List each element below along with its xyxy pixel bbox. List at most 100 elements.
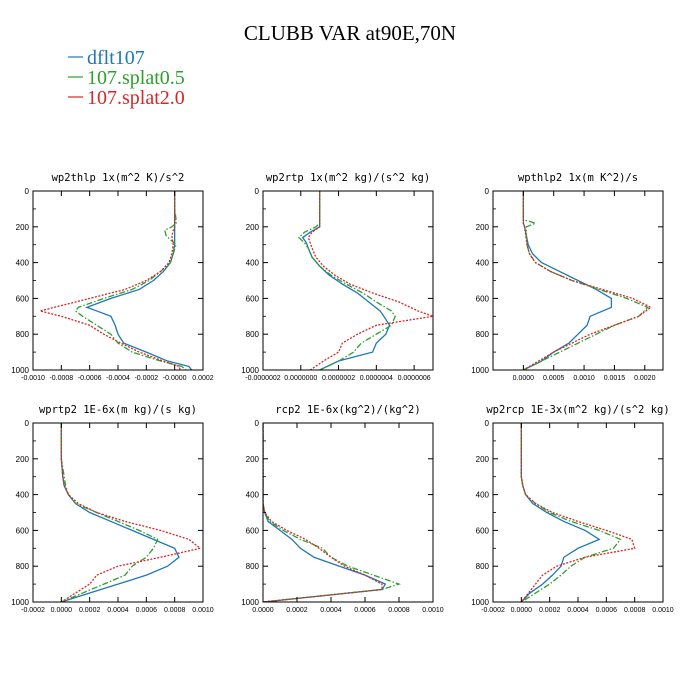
x-tick-label: 0.0006 bbox=[136, 607, 158, 614]
x-tick-label: -0.0004 bbox=[106, 375, 130, 382]
x-tick-label: 0.0020 bbox=[634, 375, 656, 382]
y-tick-label: 1000 bbox=[241, 598, 259, 607]
y-tick-label: 200 bbox=[246, 455, 260, 464]
x-tick-label: -0.0000 bbox=[163, 375, 187, 382]
y-tick-label: 800 bbox=[476, 562, 490, 571]
panel-title: wpthlp2 1x(m K^2)/s bbox=[518, 172, 638, 184]
y-tick-label: 0 bbox=[485, 419, 490, 428]
y-tick-label: 0 bbox=[255, 419, 260, 428]
x-tick-label: 0.0000000 bbox=[284, 375, 317, 382]
series-line-dflt107 bbox=[301, 191, 391, 370]
series-line-107.splat0.5 bbox=[263, 423, 402, 602]
series-line-107.splat0.5 bbox=[60, 423, 159, 602]
y-tick-label: 200 bbox=[476, 223, 490, 232]
x-tick-label: 0.0002 bbox=[79, 607, 101, 614]
y-tick-label: 800 bbox=[476, 330, 490, 339]
y-tick-label: 800 bbox=[16, 330, 30, 339]
x-tick-label: -0.0008 bbox=[49, 375, 73, 382]
y-tick-label: 200 bbox=[16, 455, 30, 464]
y-tick-label: 400 bbox=[476, 491, 490, 500]
y-tick-label: 0 bbox=[25, 419, 30, 428]
panel-title: rcp2 1E-6x(kg^2)/(kg^2) bbox=[275, 404, 420, 416]
panel-4: wprtp2 1E-6x(m kg)/(s kg) 0 200 400 600 800 10… bbox=[11, 404, 214, 614]
x-tick-label: 0.0010 bbox=[573, 375, 595, 382]
x-tick-label: 0.0002 bbox=[192, 375, 214, 382]
y-tick-label: 0 bbox=[25, 187, 30, 196]
y-tick-label: 200 bbox=[16, 223, 30, 232]
y-tick-label: 1000 bbox=[241, 366, 259, 375]
legend-label-splat0.5: 107.splat0.5 bbox=[87, 67, 185, 89]
x-tick-label: 0.0010 bbox=[422, 607, 444, 614]
x-tick-label: 0.0000006 bbox=[398, 375, 431, 382]
y-tick-label: 0 bbox=[485, 187, 490, 196]
x-tick-label: 0.0004 bbox=[320, 607, 342, 614]
x-tick-label: 0.0006 bbox=[354, 607, 376, 614]
y-tick-label: 600 bbox=[16, 294, 30, 303]
series-line-107.splat0.5 bbox=[522, 191, 649, 370]
x-tick-label: 0.0004 bbox=[567, 607, 589, 614]
x-tick-label: 0.0002 bbox=[286, 607, 308, 614]
y-tick-label: 400 bbox=[16, 259, 30, 268]
x-tick-label: 0.0006 bbox=[596, 607, 618, 614]
series-line-107.splat0.5 bbox=[297, 191, 396, 370]
x-tick-label: 0.0015 bbox=[604, 375, 626, 382]
x-tick-label: -0.0002 bbox=[21, 607, 45, 614]
x-tick-label: 0.0000 bbox=[51, 607, 73, 614]
y-tick-label: 200 bbox=[476, 455, 490, 464]
panel-1: wp2thlp 1x(m^2 K)/s^202004006008001000-0… bbox=[11, 172, 214, 382]
panel-5: rcp2 1E-6x(kg^2)/(kg^2) 0 200 400 600 800 1000… bbox=[241, 404, 444, 614]
y-tick-label: 0 bbox=[255, 187, 260, 196]
x-tick-label: 0.0008 bbox=[624, 607, 646, 614]
panel-title: wp2rtp 1x(m^2 kg)/(s^2 kg) bbox=[266, 172, 430, 184]
x-tick-label: -0.0000002 bbox=[245, 375, 281, 382]
x-tick-label: 0.0000002 bbox=[322, 375, 355, 382]
y-tick-label: 200 bbox=[246, 223, 260, 232]
x-tick-label: 0.0000 bbox=[513, 375, 535, 382]
panel-title: wp2rcp 1E-3x(m^2 kg)/(s^2 kg) bbox=[486, 404, 669, 416]
y-tick-label: 800 bbox=[246, 330, 260, 339]
legend-label-splat2.0: 107.splat2.0 bbox=[87, 87, 185, 109]
x-tick-label: -0.0002 bbox=[134, 375, 158, 382]
legend-label-dflt107: dflt107 bbox=[87, 47, 145, 69]
panel-3: wpthlp2 1x(m K^2)/s 0 200 400 600 800 1000 0.00… bbox=[471, 172, 664, 382]
legend: dflt107 107.splat0.5 107.splat2.0 bbox=[68, 47, 185, 109]
x-tick-label: -0.0010 bbox=[21, 375, 45, 382]
y-tick-label: 400 bbox=[476, 259, 490, 268]
x-tick-label: 0.0008 bbox=[388, 607, 410, 614]
y-tick-label: 800 bbox=[16, 562, 30, 571]
y-tick-label: 400 bbox=[246, 259, 260, 268]
y-tick-label: 400 bbox=[16, 491, 30, 500]
y-tick-label: 1000 bbox=[11, 366, 29, 375]
x-tick-label: 0.0008 bbox=[164, 607, 186, 614]
panel-6: wp2rcp 1E-3x(m^2 kg)/(s^2 kg) 0 200 400 600 8… bbox=[471, 404, 674, 614]
x-tick-label: 0.0010 bbox=[652, 607, 674, 614]
panel-title: wprtp2 1E-6x(m kg)/(s kg) bbox=[39, 404, 197, 416]
x-tick-label: 0.0000004 bbox=[360, 375, 393, 382]
x-tick-label: 0.0002 bbox=[539, 607, 561, 614]
series-line-107.splat2.0 bbox=[39, 191, 181, 370]
y-tick-label: 600 bbox=[246, 294, 260, 303]
x-tick-label: 0.0010 bbox=[192, 607, 214, 614]
y-tick-label: 600 bbox=[246, 526, 260, 535]
y-tick-label: 1000 bbox=[11, 598, 29, 607]
series-line-107.splat2.0 bbox=[522, 191, 653, 370]
x-tick-label: -0.0002 bbox=[481, 607, 505, 614]
panel-2: wp2rtp 1x(m^2 kg)/(s^2 kg) 0 200 400 600 800 1… bbox=[241, 172, 434, 382]
series-line-107.splat2.0 bbox=[307, 191, 433, 370]
figure-title: CLUBB VAR at90E,70N bbox=[244, 21, 456, 45]
y-tick-label: 600 bbox=[16, 526, 30, 535]
y-tick-label: 600 bbox=[476, 526, 490, 535]
y-tick-label: 600 bbox=[476, 294, 490, 303]
y-tick-label: 1000 bbox=[471, 598, 489, 607]
y-tick-label: 400 bbox=[246, 491, 260, 500]
panel-title: wp2thlp 1x(m^2 K)/s^2 bbox=[52, 172, 185, 184]
y-tick-label: 1000 bbox=[471, 366, 489, 375]
series-line-dflt107 bbox=[263, 423, 387, 602]
series-line-107.splat2.0 bbox=[520, 423, 636, 602]
x-tick-label: 0.0004 bbox=[107, 607, 129, 614]
panel-grid: wp2thlp 1x(m^2 K)/s^202004006008001000-0… bbox=[11, 172, 674, 614]
x-tick-label: 0.0000 bbox=[511, 607, 533, 614]
series-line-107.splat0.5 bbox=[74, 191, 187, 370]
